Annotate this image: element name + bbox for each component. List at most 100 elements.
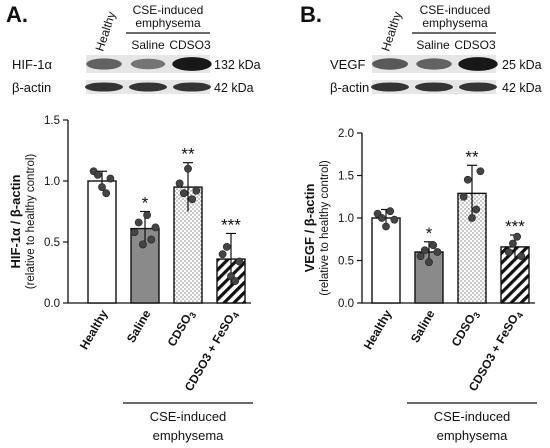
blot-group-label-2: emphysema — [422, 16, 488, 30]
blot-band — [86, 58, 122, 70]
data-point — [134, 218, 143, 227]
blot-kda-label: 132 kDa — [214, 58, 261, 72]
data-point — [130, 228, 139, 237]
data-point — [218, 250, 227, 259]
blot-band — [371, 82, 409, 92]
blot-lane-label: Saline — [131, 38, 165, 52]
data-point — [222, 242, 231, 251]
data-point — [235, 257, 244, 266]
data-point — [138, 240, 147, 249]
x-group-label-2: emphysema — [153, 428, 225, 443]
blot-band — [415, 82, 453, 92]
data-point — [147, 235, 156, 244]
panel-letter: B. — [300, 2, 322, 27]
blot-kda-label: 25 kDa — [502, 58, 542, 72]
blot-protein-label: β-actin — [330, 80, 369, 95]
data-point — [382, 222, 390, 231]
significance-marker: *** — [221, 215, 241, 234]
y-tick-label: 0.5 — [44, 237, 60, 249]
data-point — [416, 252, 425, 261]
data-point — [386, 207, 395, 216]
blot-band — [85, 82, 123, 92]
data-point — [102, 189, 111, 198]
y-axis-sublabel: (relative to healthy control) — [25, 154, 37, 290]
blot-band — [416, 58, 452, 70]
blot-group-label: CSE-induced — [133, 3, 204, 17]
y-tick-label: 1.5 — [44, 115, 60, 127]
blot-protein-label: HIF-1α — [12, 57, 53, 72]
data-point — [509, 239, 517, 248]
x-group-label: CSE-induced — [434, 409, 511, 424]
data-point — [192, 186, 201, 195]
blot-lane-label: CDSO3 — [169, 38, 211, 52]
data-point — [377, 214, 386, 222]
bar — [371, 217, 401, 304]
data-point — [98, 183, 106, 191]
blot-band — [372, 58, 408, 70]
data-point — [433, 248, 442, 256]
y-tick-label: 1.5 — [338, 171, 354, 183]
blot-group-label: CSE-induced — [420, 3, 491, 17]
data-point — [179, 189, 188, 198]
data-point — [517, 252, 526, 261]
y-axis-label: HIF-1α / β-actin — [8, 174, 23, 268]
significance-marker: ** — [181, 145, 195, 164]
blot-lane-label: Saline — [416, 38, 450, 52]
significance-marker: *** — [505, 217, 525, 236]
data-point — [184, 164, 192, 173]
blot-lane-label: CDSO3 — [454, 38, 496, 52]
significance-marker: * — [142, 194, 149, 213]
blot-healthy-label: Healthy — [379, 10, 405, 53]
blot-band — [173, 82, 211, 92]
blot-healthy-label: Healthy — [93, 10, 119, 53]
blot-protein-label: VEGF — [330, 57, 365, 72]
blot-group-label-2: emphysema — [135, 16, 201, 30]
x-tick-label: Healthy — [77, 307, 111, 352]
data-point — [504, 248, 513, 256]
y-axis-sublabel: (relative to healthy control) — [319, 160, 331, 296]
x-group-label-2: emphysema — [437, 428, 509, 443]
data-point — [175, 179, 184, 188]
data-point — [231, 277, 240, 285]
y-tick-label: 0.0 — [44, 298, 60, 310]
y-tick-label: 1.0 — [44, 176, 60, 188]
blot-band — [459, 82, 497, 92]
x-tick-label: Saline — [124, 307, 154, 345]
data-point — [420, 246, 429, 255]
y-tick-label: 0.5 — [338, 256, 354, 268]
x-tick-label: CDSO3 — [449, 308, 483, 350]
blot-band — [129, 82, 167, 92]
data-point — [106, 174, 115, 183]
data-point — [429, 241, 438, 250]
x-tick-label: Saline — [408, 307, 438, 345]
blot-band — [458, 57, 498, 71]
data-point — [93, 170, 102, 179]
y-tick-label: 1.0 — [338, 213, 354, 225]
bar — [87, 180, 117, 304]
data-point — [513, 232, 521, 241]
blot-band — [172, 57, 212, 71]
y-tick-label: 0.0 — [338, 298, 354, 310]
y-tick-label: 2.0 — [338, 128, 354, 140]
significance-marker: * — [426, 224, 433, 243]
blot-kda-label: 42 kDa — [214, 81, 254, 95]
x-group-label: CSE-induced — [150, 409, 227, 424]
blot-protein-label: β-actin — [12, 80, 51, 95]
data-point — [390, 215, 399, 224]
data-point — [463, 175, 472, 184]
data-point — [472, 205, 481, 214]
data-point — [476, 167, 485, 176]
data-point — [227, 272, 235, 281]
data-point — [143, 211, 151, 220]
blot-kda-label: 42 kDa — [502, 81, 542, 95]
panel-letter: A. — [6, 2, 28, 27]
significance-marker: ** — [465, 147, 479, 166]
data-point — [425, 258, 433, 267]
blot-band — [130, 58, 166, 70]
y-axis-label: VEGF / β-actin — [302, 184, 317, 273]
data-point — [468, 214, 476, 222]
data-point — [459, 192, 468, 201]
data-point — [188, 195, 197, 204]
